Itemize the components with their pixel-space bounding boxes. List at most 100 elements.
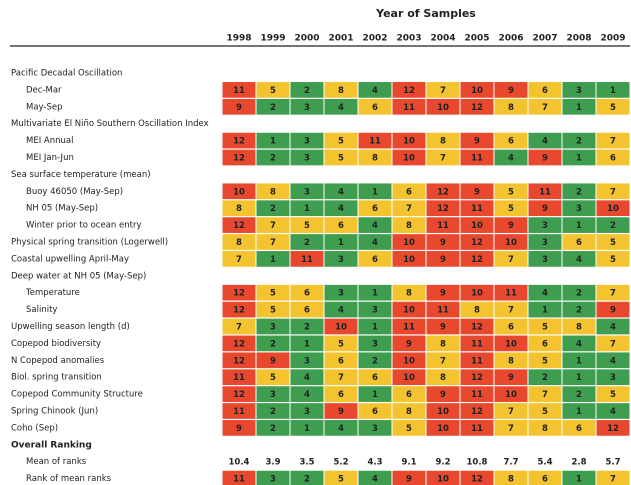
cell-value: 6	[576, 238, 582, 248]
cell-value: 6	[406, 187, 412, 197]
cell-value: 3	[270, 323, 276, 333]
cell-value: 11	[403, 323, 415, 333]
cell-value: 2	[576, 187, 582, 197]
rank-cell	[460, 318, 494, 335]
rank-cell	[256, 251, 290, 267]
cell-value: 10	[403, 306, 415, 316]
rank-cell	[324, 234, 358, 250]
cell-value: 7	[542, 390, 548, 400]
cell-value: 7	[440, 356, 446, 366]
cell-value: 3	[304, 137, 310, 147]
rank-cell	[494, 335, 528, 352]
rank-cell	[324, 335, 358, 352]
rank-cell	[222, 98, 256, 115]
cell-value: 6	[338, 356, 344, 366]
cell-value: 7	[338, 373, 344, 383]
rank-cell	[256, 132, 290, 149]
rank-cell	[562, 369, 596, 386]
rank-cell	[596, 318, 630, 335]
cell-value: 2.8	[571, 458, 586, 468]
rank-cell	[528, 200, 562, 217]
cell-value: 10.8	[467, 458, 488, 468]
table-title: Year of Samples	[375, 7, 476, 20]
cell-value: 5	[610, 238, 616, 248]
row-label: N Copepod anomalies	[11, 356, 105, 366]
rank-cell	[222, 284, 256, 301]
cell-value: 11	[233, 373, 245, 383]
cell-value: 12	[403, 86, 415, 96]
cell-value: 1	[304, 339, 310, 349]
rank-cell	[256, 98, 290, 115]
cell-value: 1	[576, 356, 582, 366]
row-label: Upwelling season length (d)	[11, 322, 130, 332]
cell-value: 9	[236, 424, 242, 434]
cell-value: 8	[576, 323, 582, 333]
rank-cell	[392, 149, 426, 166]
cell-value: 11	[471, 154, 483, 164]
rank-cell	[494, 82, 528, 98]
rank-cell	[596, 284, 630, 301]
cell-value: 2	[576, 137, 582, 147]
cell-value: 9	[610, 306, 616, 316]
cell-value: 11	[233, 407, 245, 417]
cell-value: 3	[304, 154, 310, 164]
cell-value: 2	[270, 154, 276, 164]
rank-cell	[528, 217, 562, 233]
rank-cell	[290, 301, 324, 318]
row-label: Copepod biodiversity	[11, 339, 101, 349]
rank-cell	[494, 284, 528, 301]
rank-cell	[222, 420, 256, 436]
rank-cell	[290, 470, 324, 485]
rank-cell	[528, 183, 562, 200]
rank-cell	[562, 98, 596, 115]
rank-cell	[460, 234, 494, 250]
rank-cell	[358, 352, 392, 369]
rank-cell	[596, 217, 630, 233]
cell-value: 9	[270, 356, 276, 366]
cell-value: 4	[338, 204, 344, 214]
cell-value: 8	[440, 339, 446, 349]
cell-value: 5	[338, 137, 344, 147]
cell-value: 12	[233, 289, 245, 299]
rank-cell	[528, 301, 562, 318]
rank-cell	[460, 420, 494, 436]
cell-value: 7	[270, 238, 276, 248]
group-label: Overall Ranking	[11, 440, 92, 450]
cell-value: 11	[437, 221, 449, 231]
cell-value: 6	[338, 390, 344, 400]
rank-cell	[256, 369, 290, 386]
rank-cell	[290, 251, 324, 267]
cell-value: 5	[304, 221, 310, 231]
cell-value: 2	[304, 323, 310, 333]
rank-cell	[358, 301, 392, 318]
rank-cell	[426, 284, 460, 301]
cell-value: 2	[304, 238, 310, 248]
cell-value: 8	[508, 356, 514, 366]
cell-value: 7	[508, 424, 514, 434]
rank-cell	[324, 386, 358, 402]
cell-value: 8	[508, 103, 514, 113]
cell-value: 4	[542, 137, 548, 147]
rank-cell	[290, 369, 324, 386]
rank-cell	[596, 420, 630, 436]
rank-cell	[596, 149, 630, 166]
row-label: Dec-Mar	[26, 85, 62, 95]
cell-value: 10	[335, 323, 347, 333]
group-label: Multivariate El Niño Southern Oscillatio…	[11, 119, 209, 129]
cell-value: 7	[508, 407, 514, 417]
rank-cell	[426, 386, 460, 402]
cell-value: 9	[406, 339, 412, 349]
cell-value: 5	[338, 475, 344, 485]
cell-value: 9	[406, 475, 412, 485]
cell-value: 7	[610, 339, 616, 349]
rank-cell	[358, 335, 392, 352]
cell-value: 12	[471, 323, 483, 333]
cell-value: 11	[471, 339, 483, 349]
cell-value: 1	[576, 154, 582, 164]
row-label: Biol. spring transition	[11, 373, 102, 383]
rank-cell	[596, 352, 630, 369]
rank-cell	[494, 369, 528, 386]
rank-cell	[426, 470, 460, 485]
cell-value: 10	[403, 137, 415, 147]
